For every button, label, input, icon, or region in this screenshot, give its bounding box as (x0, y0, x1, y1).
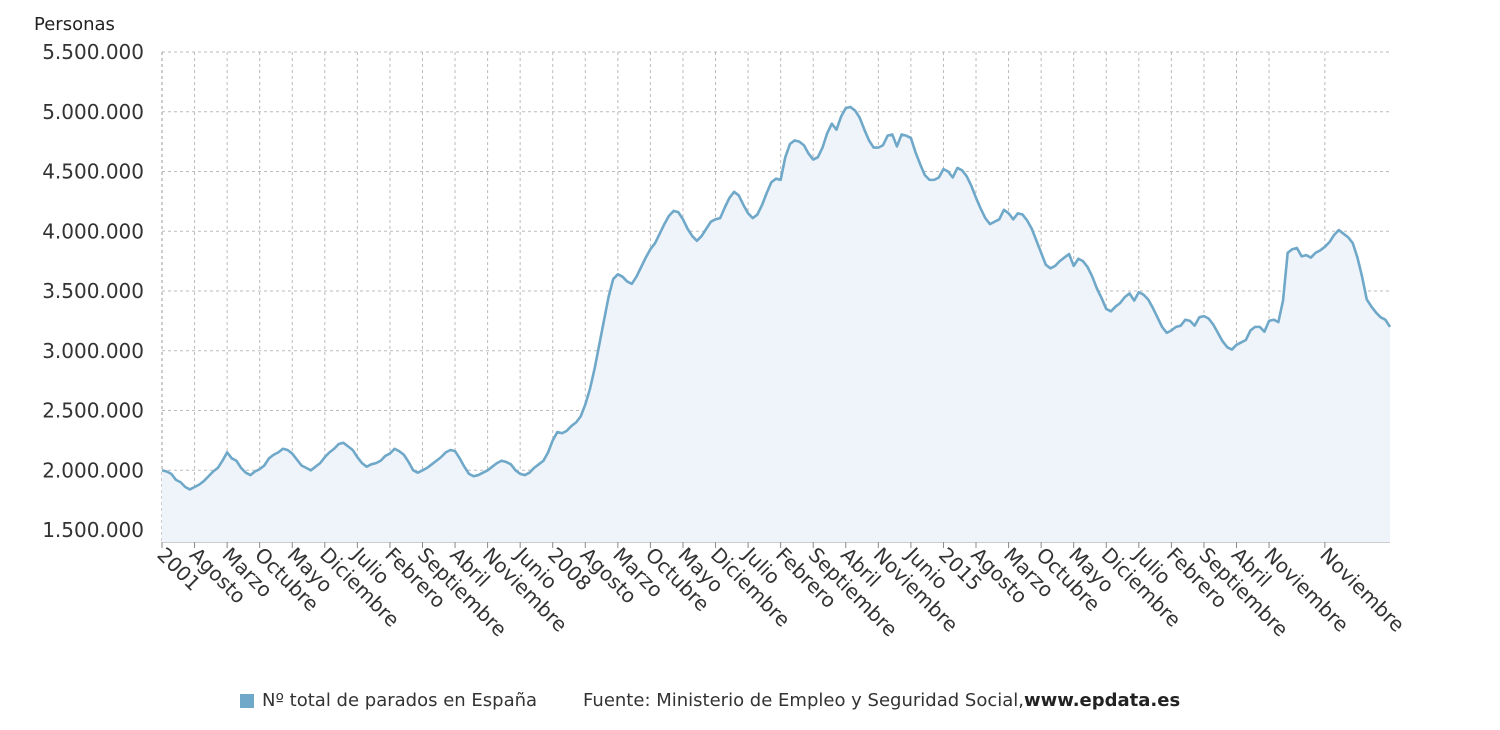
y-tick-label: 5.500.000 (42, 40, 144, 64)
series-line (161, 105, 1392, 491)
y-axis-title: Personas (34, 14, 115, 35)
legend-swatch (240, 693, 254, 708)
source-site-link[interactable]: www.epdata.es (1023, 690, 1181, 711)
y-tick-label: 4.000.000 (42, 219, 144, 243)
y-tick-label: 2.500.000 (42, 399, 144, 423)
series-area-fill (162, 106, 1390, 542)
legend: Nº total de parados en España Fuente: Mi… (240, 690, 1180, 711)
y-tick-label: 2.000.000 (42, 458, 144, 482)
y-tick-label: 3.500.000 (42, 279, 144, 303)
legend-series-label: Nº total de parados en España (262, 690, 538, 711)
y-tick-label: 1.500.000 (42, 518, 144, 542)
y-tick-label: 3.000.000 (42, 339, 144, 363)
source-prefix: Fuente: Ministerio de Empleo y Seguridad… (583, 690, 1024, 711)
y-tick-label: 5.000.000 (42, 100, 144, 124)
y-tick-label: 4.500.000 (42, 160, 144, 184)
